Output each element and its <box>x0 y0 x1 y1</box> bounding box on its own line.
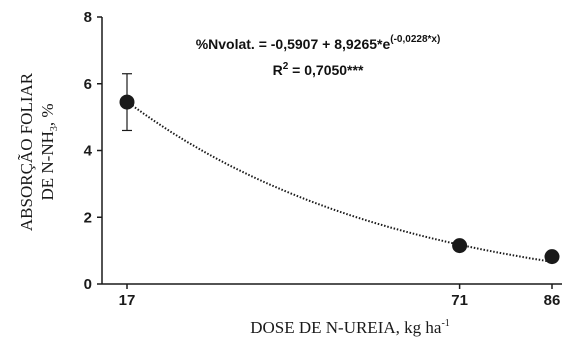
x-tick-label: 86 <box>544 292 561 309</box>
data-point <box>452 238 468 254</box>
x-tick-label: 71 <box>451 292 468 309</box>
fit-curve <box>126 100 553 263</box>
x-tick-label: 17 <box>119 292 136 309</box>
equation: %Nvolat. = -0,5907 + 8,9265*e(-0,0228*x) <box>196 34 441 52</box>
r-squared: R2 = 0,7050*** <box>273 61 364 78</box>
y-tick-label: 0 <box>84 276 92 293</box>
y-tick-label: 2 <box>84 209 92 226</box>
y-axis-title: ABSORÇÃO FOLIAR DE N-NH3, % <box>17 72 60 231</box>
y-tick-label: 6 <box>84 76 92 93</box>
y-axis-title-line2: DE N-NH3, % <box>38 103 60 200</box>
data-point <box>119 94 135 110</box>
x-axis-ticks: 17 71 86 <box>119 284 561 309</box>
y-tick-label: 4 <box>84 143 93 160</box>
y-axis-ticks: 0 2 4 6 8 <box>84 9 102 293</box>
y-axis-title-line1: ABSORÇÃO FOLIAR <box>17 72 36 231</box>
x-axis-title: DOSE DE N-UREIA, kg ha-1 <box>250 318 450 337</box>
data-point <box>544 249 560 265</box>
y-tick-label: 8 <box>84 9 92 26</box>
data-points <box>119 73 560 265</box>
